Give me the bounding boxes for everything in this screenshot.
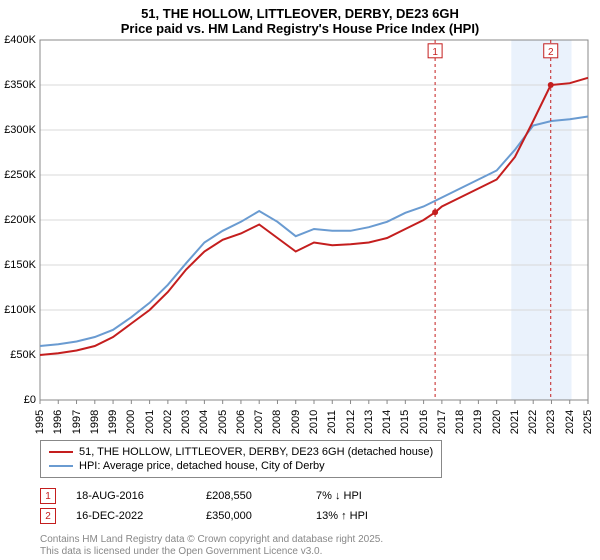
series-hpi [40,117,588,347]
svg-text:2: 2 [548,47,554,58]
x-tick: 2025 [582,410,594,434]
chart-plot-area: 12 [40,40,588,400]
footer-line-2: This data is licensed under the Open Gov… [40,546,383,558]
y-tick: £50K [10,349,36,361]
x-tick: 2005 [217,410,229,434]
title-line-2: Price paid vs. HM Land Registry's House … [0,21,600,36]
x-tick: 1998 [89,410,101,434]
y-tick: £250K [4,169,36,181]
x-tick: 2002 [162,410,174,434]
x-tick: 2020 [491,410,503,434]
x-tick: 2004 [199,410,211,434]
marker-row: 1 18-AUG-2016 £208,550 7% ↓ HPI [40,486,588,506]
x-tick: 2010 [308,410,320,434]
marker-badge: 2 [40,508,56,524]
x-tick: 2011 [326,410,338,434]
x-tick: 2018 [454,410,466,434]
y-tick: £200K [4,214,36,226]
marker-delta: 7% ↓ HPI [316,490,362,502]
x-tick: 2006 [235,410,247,434]
title-line-1: 51, THE HOLLOW, LITTLEOVER, DERBY, DE23 … [0,6,600,21]
x-tick: 2024 [564,410,576,434]
chart-svg: 12 [40,40,588,400]
marker-price: £208,550 [206,490,296,502]
y-axis: £0£50K£100K£150K£200K£250K£300K£350K£400… [0,40,40,400]
x-tick: 2016 [418,410,430,434]
marker-price: £350,000 [206,510,296,522]
series-price_paid [40,78,588,355]
legend-row: 51, THE HOLLOW, LITTLEOVER, DERBY, DE23 … [49,445,433,459]
x-tick: 2021 [509,410,521,434]
svg-text:1: 1 [432,47,438,58]
y-tick: £150K [4,259,36,271]
x-tick: 2013 [363,410,375,434]
legend-swatch [49,451,73,453]
marker-date: 16-DEC-2022 [76,510,186,522]
legend-row: HPI: Average price, detached house, City… [49,459,433,473]
x-tick: 1995 [34,410,46,434]
chart-title: 51, THE HOLLOW, LITTLEOVER, DERBY, DE23 … [0,0,600,38]
x-tick: 2014 [381,410,393,434]
legend-box: 51, THE HOLLOW, LITTLEOVER, DERBY, DE23 … [40,440,442,478]
y-tick: £350K [4,79,36,91]
y-tick: £300K [4,124,36,136]
marker-row: 2 16-DEC-2022 £350,000 13% ↑ HPI [40,506,588,526]
x-tick: 2007 [253,410,265,434]
x-tick: 2000 [126,410,138,434]
footer-attribution: Contains HM Land Registry data © Crown c… [40,534,383,558]
x-tick: 2015 [400,410,412,434]
legend: 51, THE HOLLOW, LITTLEOVER, DERBY, DE23 … [40,440,588,478]
marker-badge: 1 [40,488,56,504]
y-tick: £400K [4,34,36,46]
marker-delta: 13% ↑ HPI [316,510,368,522]
marker-date: 18-AUG-2016 [76,490,186,502]
x-tick: 2003 [180,410,192,434]
x-tick: 1997 [71,410,83,434]
x-tick: 2017 [436,410,448,434]
x-tick: 2009 [290,410,302,434]
x-tick: 2019 [473,410,485,434]
x-axis: 1995199619971998199920002001200220032004… [40,400,588,440]
footer-line-1: Contains HM Land Registry data © Crown c… [40,534,383,546]
x-tick: 2022 [527,410,539,434]
y-tick: £100K [4,304,36,316]
legend-label: HPI: Average price, detached house, City… [79,460,325,472]
legend-label: 51, THE HOLLOW, LITTLEOVER, DERBY, DE23 … [79,446,433,458]
x-tick: 2012 [345,410,357,434]
legend-swatch [49,465,73,467]
x-tick: 2008 [272,410,284,434]
x-tick: 2001 [144,410,156,434]
x-tick: 1996 [53,410,65,434]
x-tick: 2023 [546,410,558,434]
y-tick: £0 [24,394,36,406]
marker-table: 1 18-AUG-2016 £208,550 7% ↓ HPI 2 16-DEC-2022… [40,486,588,526]
x-tick: 1999 [107,410,119,434]
